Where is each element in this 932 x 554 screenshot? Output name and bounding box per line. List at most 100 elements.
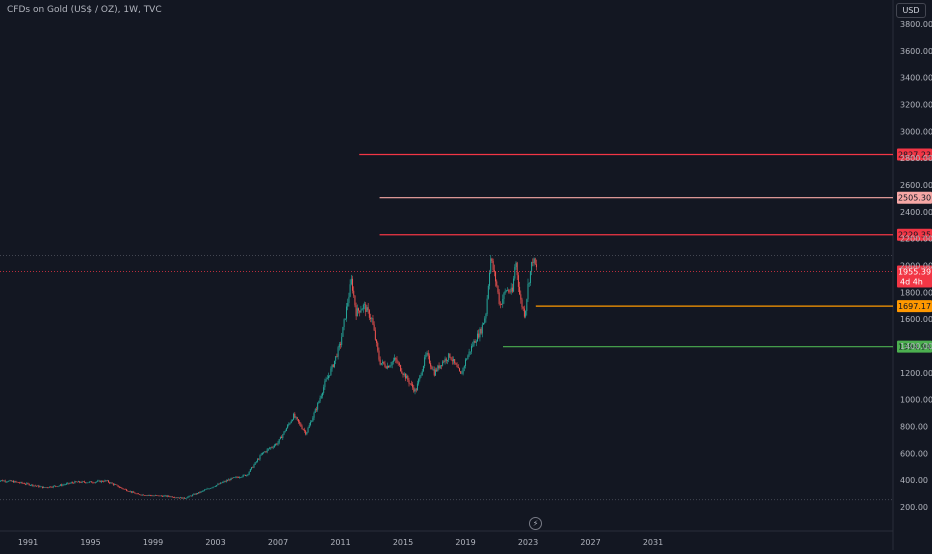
candle-body (528, 282, 530, 284)
candle-body (188, 495, 190, 497)
level-label: 2827.23 (898, 151, 931, 160)
candle-body (216, 484, 218, 487)
candle-body (434, 369, 436, 376)
candle-body (416, 383, 418, 391)
candle-body (499, 303, 501, 305)
candle-body (406, 375, 408, 379)
candle-body (407, 375, 409, 381)
candle-body (275, 443, 277, 446)
candle-body (462, 367, 464, 374)
candle-body (376, 339, 378, 343)
candle-body (456, 364, 458, 368)
candle-body (278, 439, 280, 443)
candle-body (374, 330, 376, 340)
candle-body (90, 481, 91, 483)
candle-body (348, 296, 350, 303)
level-label: 2229.35 (898, 231, 931, 240)
last-price-label: 1955.39 (898, 267, 931, 276)
candle-body (330, 368, 332, 376)
candle-body (190, 495, 192, 497)
candle-body (295, 417, 297, 418)
y-tick-label: 1800.00 (900, 288, 932, 297)
candle-body (496, 281, 498, 286)
candle-body (478, 333, 480, 338)
candle-body (93, 482, 95, 484)
candle-body (329, 375, 331, 376)
currency-button[interactable]: USD (896, 3, 926, 18)
candle-body (489, 272, 491, 286)
candle-body (333, 360, 335, 367)
candle-body (114, 484, 116, 485)
candle-body (446, 360, 448, 361)
candle-body (68, 482, 70, 484)
candle-body (413, 387, 415, 392)
candle-body (38, 485, 40, 488)
candle-body (377, 342, 379, 351)
candle-body (271, 447, 273, 448)
candle-body (356, 308, 358, 317)
candle-body (208, 488, 210, 490)
candle-body (159, 495, 161, 497)
candle-body (380, 363, 382, 365)
candle-body (39, 486, 41, 488)
candle-body (224, 481, 226, 482)
candle-body (28, 483, 30, 486)
candle-body (187, 496, 189, 498)
candle-body (248, 471, 250, 475)
x-tick-label: 1999 (143, 538, 163, 547)
candle-body (237, 477, 239, 478)
candle-body (121, 487, 123, 489)
candle-body (427, 352, 429, 356)
candle-body (465, 359, 466, 366)
candle-body (509, 291, 511, 293)
candle-body (398, 363, 400, 366)
candle-body (497, 285, 499, 293)
candle-body (325, 379, 327, 382)
candle-body (58, 485, 60, 487)
axes: 200.00 400.00 600.00 800.00 1000.00 1200.00 14… (18, 20, 932, 547)
candle-body (422, 366, 424, 372)
candle-body (415, 389, 417, 391)
candle-body (433, 369, 435, 376)
candles (0, 254, 537, 500)
y-tick-label: 1000.00 (900, 396, 932, 405)
candle-body (144, 495, 146, 496)
candle-body (317, 403, 319, 410)
candle-body (382, 361, 384, 364)
candle-body (57, 486, 59, 487)
candle-body (257, 459, 259, 462)
candle-body (3, 480, 5, 482)
candle-body (408, 380, 410, 384)
candle-body (62, 484, 64, 486)
candle-body (532, 262, 534, 263)
candle-body (225, 480, 227, 482)
candle-body (353, 290, 355, 296)
candle-body (307, 427, 309, 433)
candle-body (419, 375, 421, 380)
candle-body (479, 328, 481, 338)
candle-body (124, 489, 126, 490)
candle-body (5, 481, 7, 483)
candle-body (534, 258, 536, 265)
candle-body (102, 480, 104, 482)
candle-body (424, 357, 426, 367)
candle-body (261, 452, 263, 455)
candle-body (385, 366, 387, 369)
candle-body (283, 431, 285, 435)
candle-body (117, 485, 119, 487)
candle-body (259, 455, 261, 460)
lightning-icon[interactable]: ⚡ (529, 517, 542, 530)
candle-body (77, 481, 79, 483)
candle-body (176, 497, 178, 499)
candle-body (142, 494, 144, 496)
candle-body (391, 361, 393, 365)
x-tick-label: 2007 (268, 538, 288, 547)
candle-body (517, 275, 519, 287)
candle-body (29, 485, 31, 486)
candle-body (426, 352, 428, 355)
candle-body (83, 481, 85, 483)
candle-body (335, 356, 337, 361)
candle-body (495, 271, 497, 282)
